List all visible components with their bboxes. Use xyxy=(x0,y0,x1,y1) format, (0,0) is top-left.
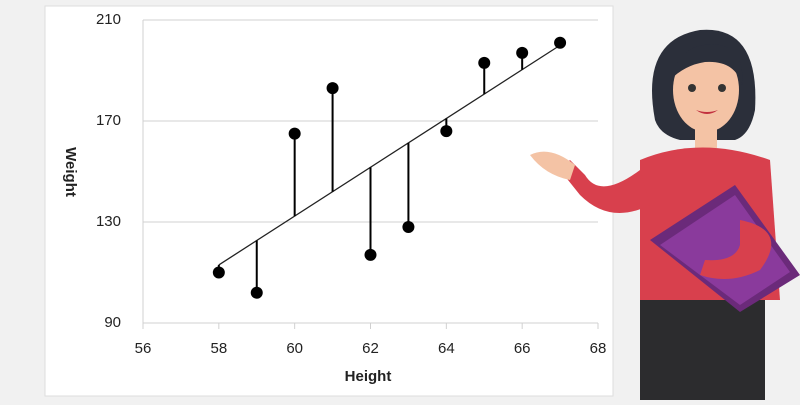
x-tick-label: 66 xyxy=(514,340,531,357)
y-tick-label: 130 xyxy=(96,213,121,230)
presenter-illustration xyxy=(530,29,800,400)
x-tick-label: 60 xyxy=(286,340,303,357)
point xyxy=(212,266,225,279)
point xyxy=(364,248,377,261)
x-axis-label: Height xyxy=(345,368,392,385)
y-tick-label: 90 xyxy=(104,314,121,331)
point xyxy=(516,46,529,59)
x-tick-label: 62 xyxy=(362,340,379,357)
point xyxy=(440,125,453,138)
point xyxy=(250,286,263,299)
x-tick-label: 64 xyxy=(438,340,455,357)
x-tick-label: 56 xyxy=(135,340,152,357)
chart-panel xyxy=(44,5,614,397)
point xyxy=(288,127,301,140)
point xyxy=(554,36,567,49)
point xyxy=(402,221,415,234)
x-tick-label: 58 xyxy=(210,340,227,357)
trend-line xyxy=(218,44,561,266)
point xyxy=(326,82,339,95)
y-tick-label: 210 xyxy=(96,11,121,28)
y-tick-label: 170 xyxy=(96,112,121,129)
point xyxy=(478,56,491,69)
y-axis-label: Weight xyxy=(62,147,79,197)
x-tick-label: 68 xyxy=(590,340,607,357)
